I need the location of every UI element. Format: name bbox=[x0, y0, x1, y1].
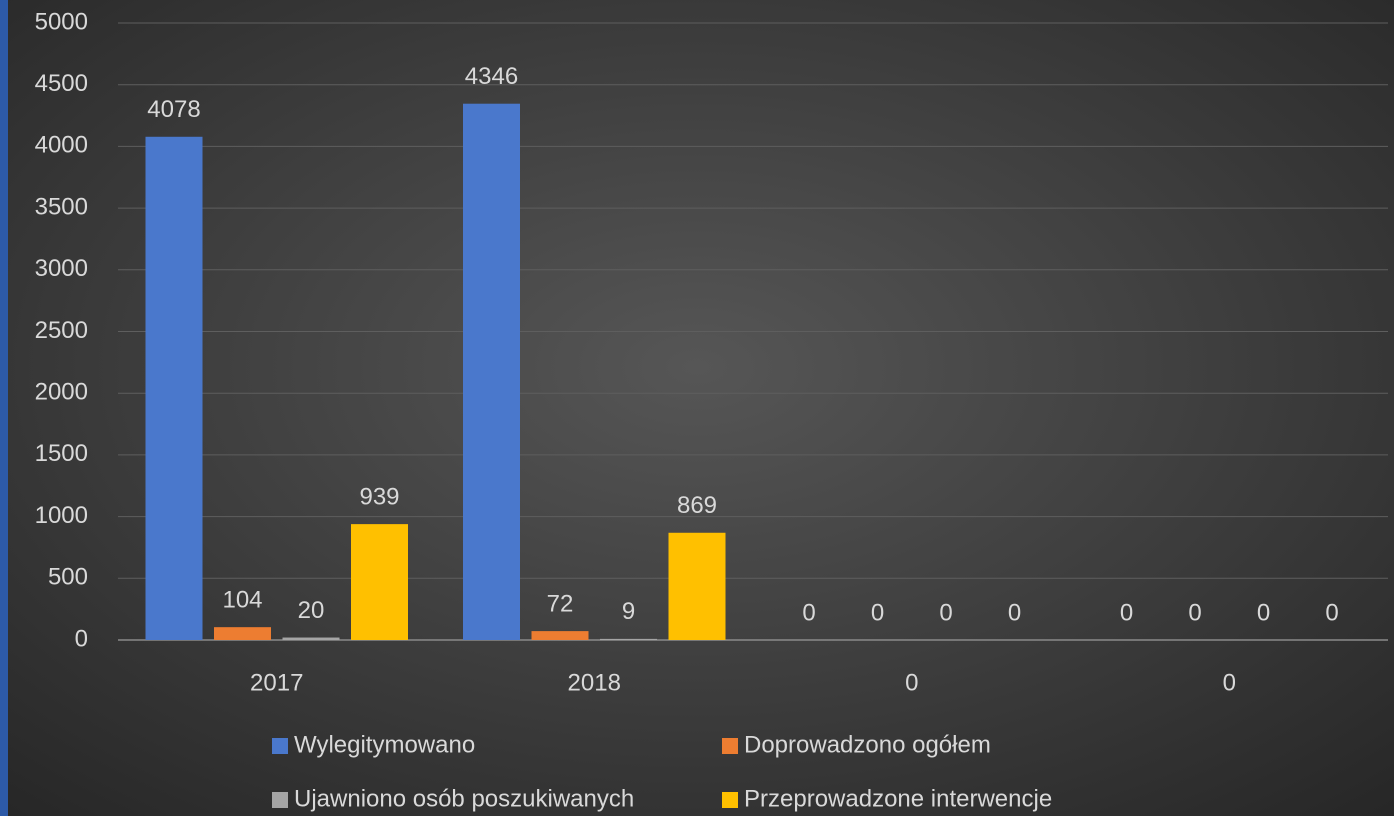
x-tick-label: 0 bbox=[905, 669, 918, 696]
y-tick-label: 2500 bbox=[35, 317, 88, 344]
data-label: 0 bbox=[1008, 599, 1021, 626]
data-label: 4346 bbox=[465, 63, 518, 90]
legend-label: Ujawniono osób poszukiwanych bbox=[294, 785, 634, 812]
bar bbox=[282, 637, 340, 640]
bar bbox=[668, 532, 726, 640]
data-label: 0 bbox=[1325, 599, 1338, 626]
bar bbox=[214, 627, 271, 640]
y-tick-label: 2000 bbox=[35, 379, 88, 406]
data-label: 0 bbox=[939, 599, 952, 626]
legend-swatch bbox=[722, 792, 738, 808]
data-label: 0 bbox=[802, 599, 815, 626]
data-label: 939 bbox=[359, 483, 399, 510]
x-tick-label: 2017 bbox=[250, 669, 303, 696]
data-label: 9 bbox=[622, 598, 635, 625]
bar bbox=[600, 638, 657, 640]
data-label: 0 bbox=[1257, 599, 1270, 626]
data-label: 72 bbox=[547, 590, 574, 617]
bar bbox=[145, 136, 203, 641]
data-label: 0 bbox=[871, 599, 884, 626]
legend-label: Przeprowadzone interwencje bbox=[744, 785, 1052, 812]
bar bbox=[351, 524, 408, 640]
y-tick-label: 4000 bbox=[35, 132, 88, 159]
data-label: 869 bbox=[677, 492, 717, 519]
data-label: 104 bbox=[222, 587, 262, 614]
y-tick-label: 5000 bbox=[35, 8, 88, 35]
legend-swatch bbox=[272, 792, 288, 808]
legend-label: Wylegitymowano bbox=[294, 731, 475, 758]
y-tick-label: 500 bbox=[48, 564, 88, 591]
x-tick-label: 2018 bbox=[568, 669, 621, 696]
y-tick-label: 1000 bbox=[35, 502, 88, 529]
legend-label: Doprowadzono ogółem bbox=[744, 731, 991, 758]
legend-swatch bbox=[722, 738, 738, 754]
x-tick-label: 0 bbox=[1223, 669, 1236, 696]
data-label: 4078 bbox=[147, 96, 200, 123]
y-tick-label: 1500 bbox=[35, 440, 88, 467]
data-label: 0 bbox=[1120, 599, 1133, 626]
data-label: 0 bbox=[1188, 599, 1201, 626]
side-strip bbox=[0, 0, 8, 816]
legend-swatch bbox=[272, 738, 288, 754]
y-tick-label: 0 bbox=[75, 625, 88, 652]
y-tick-label: 3000 bbox=[35, 255, 88, 282]
bar bbox=[463, 103, 520, 640]
data-label: 20 bbox=[298, 597, 325, 624]
y-tick-label: 3500 bbox=[35, 193, 88, 220]
bar bbox=[531, 631, 589, 640]
y-tick-label: 4500 bbox=[35, 70, 88, 97]
